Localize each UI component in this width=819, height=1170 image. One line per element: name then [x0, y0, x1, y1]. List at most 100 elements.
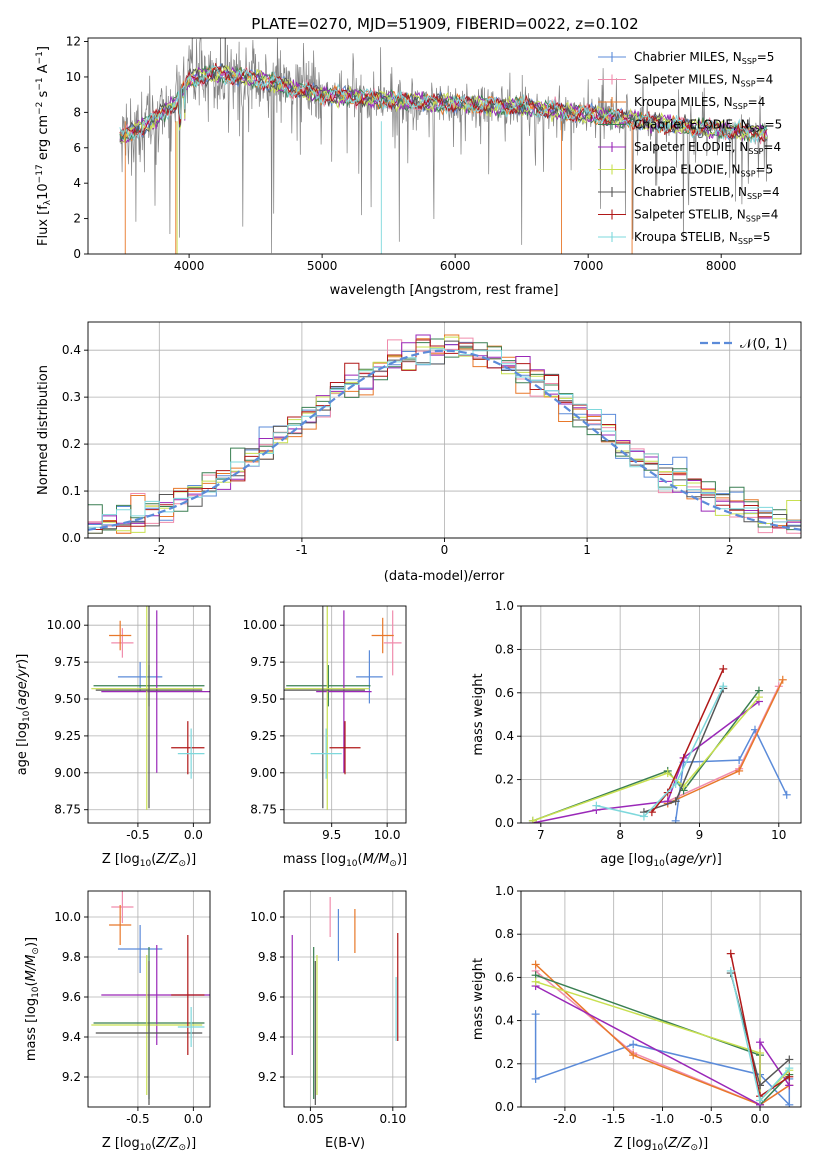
- axis-frame: 0.05 0.10 9.2 9.4 9.6 9.8 10.0: [250, 890, 407, 1126]
- axis-frame: -0.5 0.0 8.75 9.00 9.25 9.50 9.75 10.00: [47, 605, 211, 842]
- y-tick-label: 0.6: [495, 686, 514, 700]
- y-tick-label: 12: [66, 35, 81, 49]
- y-tick-label: 9.4: [62, 1030, 81, 1044]
- axes-border: [283, 890, 407, 1108]
- y-tick-label: 9.75: [250, 655, 277, 669]
- y-tick-label: 9.2: [62, 1070, 81, 1084]
- x-axis-label: Z [log10(Z/Z⊙)]: [102, 1136, 196, 1153]
- y-tick-label: 0.2: [62, 437, 81, 451]
- y-tick-label: 9.75: [54, 655, 81, 669]
- model-spectrum-salpeter-stelib: [119, 63, 768, 143]
- legend: 𝒩(0, 1): [700, 337, 787, 352]
- x-tick-label: 8000: [706, 259, 737, 273]
- axes-mass-vs-ebv: 0.05 0.10 9.2 9.4 9.6 9.8 10.0 E(B-V): [250, 890, 407, 1151]
- x-tick-label: 4000: [174, 259, 205, 273]
- y-tick-label: 0.4: [495, 729, 514, 743]
- legend-entry: 𝒩(0, 1): [740, 337, 787, 352]
- axes-spectrum: 4000 5000 6000 7000 8000 0 2 4 6 8 10 12 wavelength …: [35, 35, 802, 298]
- legend-entry: Kroupa MILES, NSSP=4: [634, 95, 765, 111]
- x-axis-label: mass [log10(M/M⊙)]: [283, 852, 407, 869]
- y-tick-label: 9.50: [250, 692, 277, 706]
- x-tick-label: 7000: [573, 259, 604, 273]
- x-tick-label: 5000: [307, 259, 338, 273]
- x-axis-label: E(B-V): [325, 1136, 365, 1151]
- axis-frame: 9.5 10.0 8.75 9.00 9.25 9.50 9.75 10.00: [243, 605, 407, 842]
- axes-border: [520, 605, 802, 824]
- x-tick-label: 8: [616, 828, 624, 842]
- axes-age-vs-mass: 9.5 10.0 8.75 9.00 9.25 9.50 9.75 10.00 mass [lo…: [243, 605, 407, 869]
- x-tick-label: 9.5: [322, 828, 341, 842]
- model-spectrum-chabrier-stelib: [119, 63, 768, 144]
- legend: Chabrier MILES, NSSP=5 Salpeter MILES, NS…: [598, 50, 782, 246]
- weight-line-chabrier-elodie: [532, 690, 760, 822]
- y-tick-label: 9.00: [250, 766, 277, 780]
- axes-border: [283, 605, 407, 824]
- x-tick-label: 0.0: [184, 1112, 203, 1126]
- x-tick-label: 6000: [440, 259, 471, 273]
- x-tick-label: -2.0: [553, 1112, 576, 1126]
- y-tick-label: 6: [73, 141, 81, 155]
- y-tick-label: 0.8: [495, 642, 514, 656]
- axes-residuals: -2 -1 0 1 2 0.0 0.1 0.2 0.3 0.4 (data-model)/error…: [36, 321, 802, 584]
- y-axis-label: age [log10(age/yr)]: [15, 654, 32, 776]
- x-tick-label: -0.5: [700, 1112, 723, 1126]
- x-tick-label: 10: [771, 828, 786, 842]
- axis-frame: 4000 5000 6000 7000 8000 0 2 4 6 8 10 12: [66, 35, 802, 273]
- x-tick-label: 10.0: [374, 828, 401, 842]
- gaussian-curve: [88, 349, 801, 531]
- model-spectrum-kroupa-stelib: [119, 64, 768, 144]
- plot-area: [531, 949, 794, 1107]
- figure-title: PLATE=0270, MJD=51909, FIBERID=0022, z=0…: [251, 15, 638, 33]
- x-tick-label: -1.0: [651, 1112, 674, 1126]
- y-tick-label: 10: [66, 70, 81, 84]
- axis-frame: -0.5 0.0 9.2 9.4 9.6 9.8 10.0: [54, 890, 211, 1126]
- y-tick-label: 10.00: [243, 618, 277, 632]
- y-axis-label: Normed distribution: [36, 365, 51, 495]
- y-axis-label: mass weight: [471, 673, 486, 755]
- y-tick-label: 0.3: [62, 390, 81, 404]
- weight-line-salpeter-elodie: [532, 700, 760, 823]
- axes-weight-vs-age: 7 8 9 10 0.0 0.2 0.4 0.6 0.8 1.0 age [log10(age/yr…: [471, 599, 802, 869]
- axes-age-vs-z: -0.5 0.0 8.75 9.00 9.25 9.50 9.75 10.00 Z [log10…: [15, 605, 211, 869]
- axes-mass-vs-z: -0.5 0.0 9.2 9.4 9.6 9.8 10.0 Z [log10(Z/Z⊙)] ma…: [24, 890, 211, 1153]
- y-axis-label: mass [log10(M/M⊙)]: [24, 937, 41, 1061]
- axis-frame: -2.0 -1.5 -1.0 -0.5 0.0 0.0 0.2 0.4 0.6 0.8 1.0: [495, 884, 802, 1126]
- axes-border: [520, 890, 802, 1108]
- plot-area: [284, 606, 402, 810]
- y-tick-label: 1.0: [495, 599, 514, 613]
- y-tick-label: 0.0: [62, 531, 81, 545]
- y-tick-label: 9.8: [258, 950, 277, 964]
- y-tick-label: 0: [73, 247, 81, 261]
- y-tick-label: 9.6: [258, 990, 277, 1004]
- y-tick-label: 0.1: [62, 484, 81, 498]
- y-tick-label: 9.2: [258, 1070, 277, 1084]
- x-tick-label: 0.0: [750, 1112, 769, 1126]
- weight-line-kroupa-miles: [535, 963, 790, 1106]
- x-tick-label: 7: [537, 828, 545, 842]
- y-tick-label: 0.2: [495, 773, 514, 787]
- x-axis-label: Z [log10(Z/Z⊙)]: [614, 1136, 708, 1153]
- y-tick-label: 9.8: [62, 950, 81, 964]
- axes-border: [87, 890, 211, 1108]
- y-tick-label: 8.75: [54, 803, 81, 817]
- x-tick-label: 0: [441, 543, 449, 557]
- y-tick-label: 9.4: [258, 1030, 277, 1044]
- y-tick-label: 0.0: [495, 816, 514, 830]
- x-axis-label: (data-model)/error: [384, 569, 505, 584]
- y-tick-label: 9.25: [54, 729, 81, 743]
- y-tick-label: 9.50: [54, 692, 81, 706]
- model-spectrum-kroupa-elodie: [119, 65, 768, 143]
- x-tick-label: -2: [153, 543, 165, 557]
- y-tick-label: 9.6: [62, 990, 81, 1004]
- y-tick-label: 0.2: [495, 1057, 514, 1071]
- plot-area: [528, 664, 791, 823]
- x-tick-label: 0.10: [379, 1112, 406, 1126]
- weight-line-kroupa-stelib: [596, 685, 724, 818]
- y-tick-label: 0.4: [495, 1014, 514, 1028]
- x-tick-label: -0.5: [126, 828, 149, 842]
- axes-weight-vs-z: -2.0 -1.5 -1.0 -0.5 0.0 0.0 0.2 0.4 0.6 0.8 1.0 Z […: [471, 884, 802, 1153]
- axis-frame: 7 8 9 10 0.0 0.2 0.4 0.6 0.8 1.0: [495, 599, 802, 842]
- y-tick-label: 0.8: [495, 927, 514, 941]
- plot-area: [91, 606, 210, 810]
- legend-entry: Kroupa ELODIE, NSSP=5: [634, 163, 773, 179]
